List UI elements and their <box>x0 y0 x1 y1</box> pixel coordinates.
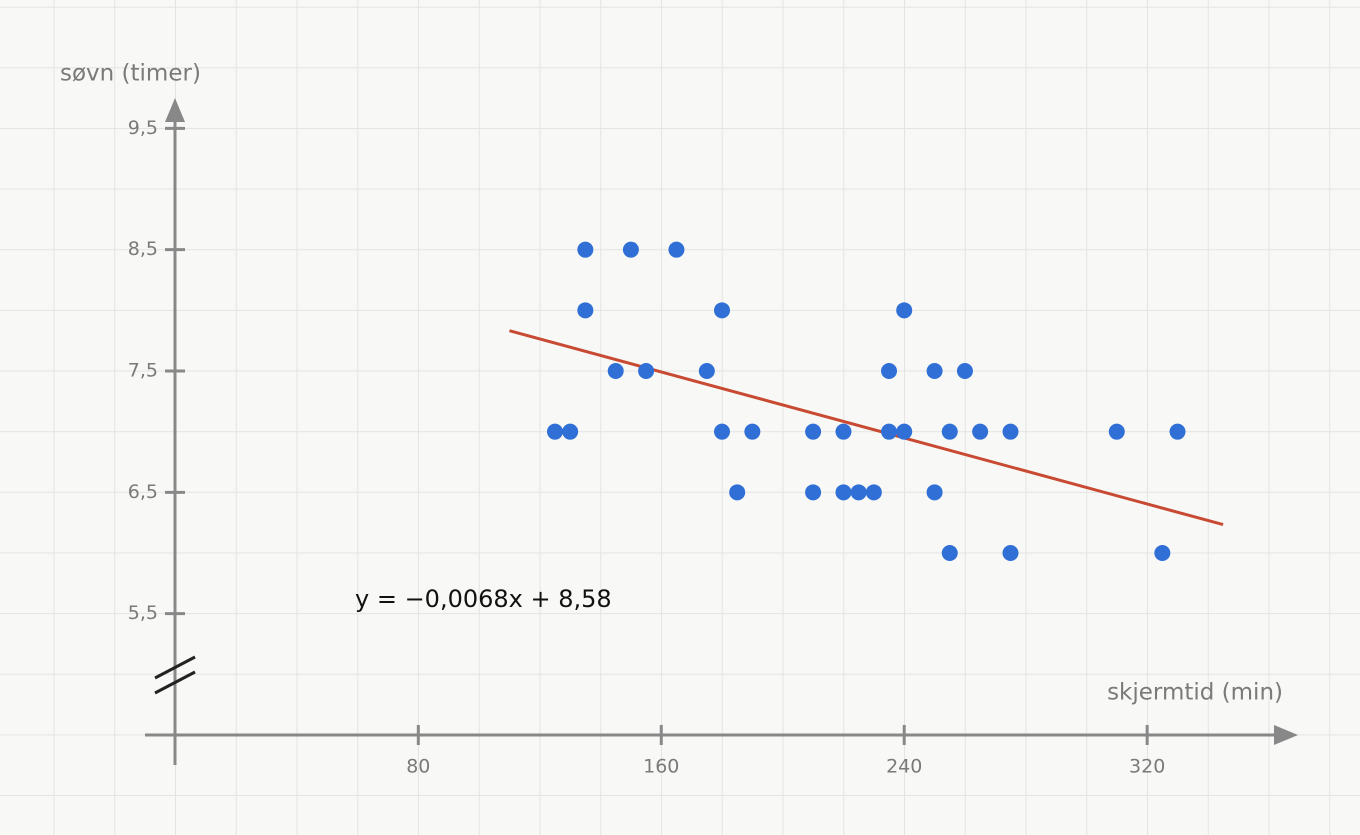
point <box>622 241 639 258</box>
y-tick-label: 6,5 <box>128 481 158 503</box>
point <box>714 302 730 319</box>
point <box>577 241 594 258</box>
point <box>926 484 943 501</box>
point <box>941 423 958 440</box>
point <box>638 363 655 379</box>
x-tick-label: 160 <box>643 756 679 778</box>
point <box>881 423 898 440</box>
point <box>562 423 579 440</box>
point <box>698 363 715 379</box>
point <box>577 302 594 319</box>
y-axis-label: søvn (timer) <box>60 61 201 87</box>
y-tick-label: 5,5 <box>128 602 158 624</box>
x-tick-label: 240 <box>886 756 922 778</box>
point <box>881 363 898 379</box>
point <box>896 423 913 440</box>
x-tick-label: 80 <box>406 756 430 778</box>
point <box>668 241 685 258</box>
x-axis-label: skjermtid (min) <box>1107 680 1283 706</box>
y-arrow <box>165 98 185 122</box>
y-tick-label: 8,5 <box>128 238 158 260</box>
point <box>835 423 852 440</box>
point <box>1002 545 1019 561</box>
point <box>835 484 852 501</box>
axis-break <box>154 670 196 695</box>
point <box>714 423 730 440</box>
point <box>805 423 822 440</box>
axis-break <box>154 655 196 680</box>
point <box>865 484 882 501</box>
point <box>729 484 746 501</box>
point <box>850 484 867 501</box>
point <box>744 423 761 440</box>
point <box>956 363 973 379</box>
x-tick-label: 320 <box>1129 756 1165 778</box>
point <box>607 363 624 379</box>
point <box>972 423 989 440</box>
point <box>546 423 563 440</box>
point <box>1169 423 1186 440</box>
trend-line <box>509 329 1224 527</box>
y-tick-label: 7,5 <box>128 360 158 382</box>
point <box>1002 423 1019 440</box>
y-tick-label: 9,5 <box>128 117 158 139</box>
point <box>896 302 913 319</box>
point <box>926 363 943 379</box>
x-arrow <box>1274 725 1298 745</box>
point <box>941 545 958 561</box>
point <box>1154 545 1171 561</box>
equation: y = −0,0068x + 8,58 <box>355 585 612 613</box>
point <box>1108 423 1125 440</box>
point <box>805 484 822 501</box>
